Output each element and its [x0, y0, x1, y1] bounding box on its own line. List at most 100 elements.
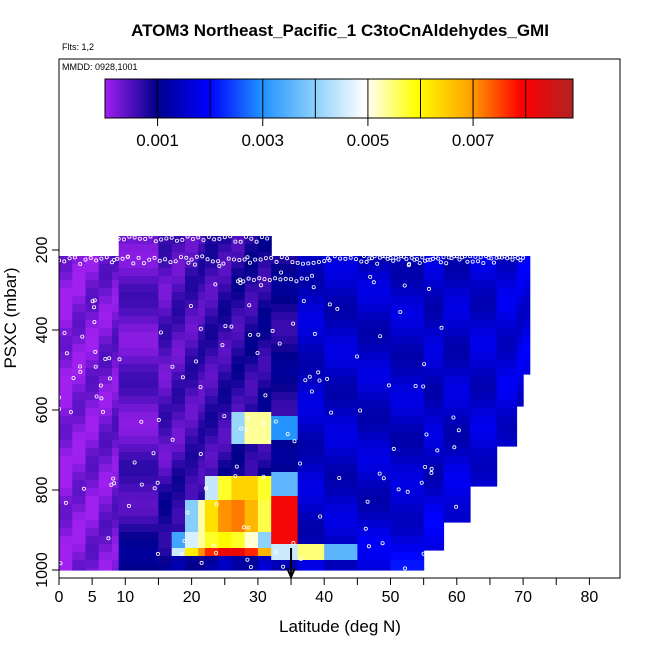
date-annotation: MMDD: 0928,1001: [62, 62, 138, 72]
flight-point: [182, 539, 187, 544]
flight-point: [367, 256, 372, 261]
flight-point: [288, 277, 293, 282]
heatmap-cell: [85, 344, 100, 353]
heatmap-cell: [158, 508, 173, 517]
heatmap-cell: [324, 280, 358, 289]
heatmap-cell: [231, 300, 246, 309]
heatmap-cell: [72, 520, 87, 529]
heatmap-cell: [271, 360, 299, 369]
heatmap-cell: [118, 476, 160, 485]
heatmap-cell: [204, 476, 219, 485]
heatmap-cell: [98, 560, 113, 569]
heatmap-cell: [231, 564, 246, 571]
flight-point: [92, 305, 97, 310]
heatmap-cell: [98, 320, 113, 329]
heatmap-cell: [516, 352, 524, 361]
heatmap-cell: [297, 328, 325, 337]
heatmap-cell: [390, 552, 425, 561]
heatmap-cell: [72, 456, 87, 465]
heatmap-cell: [112, 440, 120, 449]
heatmap-cell: [244, 404, 259, 413]
heatmap-cell: [297, 304, 325, 313]
flight-point: [223, 324, 228, 329]
heatmap-cell: [59, 392, 73, 401]
heatmap-cell: [198, 348, 206, 357]
flight-point: [325, 376, 330, 381]
heatmap-cell: [118, 324, 160, 333]
heatmap-cell: [244, 316, 259, 325]
heatmap-cell: [390, 360, 425, 369]
heatmap-cell: [118, 380, 160, 389]
heatmap-cell: [470, 344, 498, 353]
flight-point: [306, 261, 311, 266]
heatmap-cell: [324, 528, 358, 537]
heatmap-cell: [357, 320, 392, 329]
flight-point: [194, 254, 199, 259]
heatmap-cell: [244, 244, 259, 253]
heatmap-cell: [244, 340, 259, 349]
heatmap-cell: [98, 512, 113, 521]
heatmap-cell: [423, 424, 445, 433]
heatmap-cell: [112, 368, 120, 377]
heatmap-cell: [231, 436, 246, 445]
heatmap-cell: [59, 384, 73, 393]
heatmap-cell: [85, 416, 100, 425]
heatmap-cell: [257, 412, 272, 421]
heatmap-cell: [390, 456, 425, 465]
heatmap-cell: [204, 420, 219, 429]
heatmap-cell: [118, 516, 160, 525]
heatmap-cell: [297, 560, 325, 569]
flight-point: [201, 237, 206, 242]
heatmap-cells: [59, 236, 531, 571]
heatmap-cell: [271, 352, 299, 361]
flight-point: [203, 486, 208, 491]
heatmap-cell: [185, 380, 199, 389]
heatmap-cell: [271, 552, 299, 561]
heatmap-cell: [204, 316, 219, 325]
heatmap-cell: [72, 408, 87, 417]
heatmap-cell: [390, 568, 425, 571]
heatmap-cell: [218, 532, 232, 541]
flight-point: [412, 257, 417, 262]
heatmap-cell: [257, 260, 272, 269]
heatmap-cell: [443, 352, 471, 361]
heatmap-cell: [357, 264, 392, 273]
heatmap-cell: [158, 340, 173, 349]
flight-point: [253, 257, 258, 262]
flight-point: [216, 259, 221, 264]
heatmap-cell: [470, 368, 498, 377]
x-tick-label: 0: [55, 589, 64, 606]
heatmap-cell: [158, 268, 173, 277]
heatmap-cell: [423, 264, 445, 273]
heatmap-cell: [218, 300, 232, 309]
heatmap-cell: [390, 488, 425, 497]
heatmap-cell: [244, 260, 259, 269]
heatmap-cell: [244, 284, 259, 293]
flights-annotation: Flts: 1,2: [62, 42, 94, 52]
heatmap-cell: [271, 368, 299, 377]
flight-point: [248, 332, 253, 337]
heatmap-cell: [218, 508, 232, 517]
heatmap-cell: [324, 392, 358, 401]
flight-point: [494, 255, 499, 260]
flight-point: [299, 276, 304, 281]
heatmap-cell: [423, 448, 445, 457]
heatmap-cell: [218, 292, 232, 301]
heatmap-cell: [257, 316, 272, 325]
heatmap-cell: [185, 284, 199, 293]
flight-point: [139, 419, 144, 424]
heatmap-cell: [218, 524, 232, 533]
heatmap-cell: [357, 368, 392, 377]
heatmap-cell: [357, 272, 392, 281]
heatmap-cell: [257, 484, 272, 493]
flight-point: [243, 234, 248, 239]
flight-point: [83, 257, 88, 262]
flight-point: [444, 261, 449, 266]
heatmap-cell: [158, 284, 173, 293]
heatmap-cell: [85, 424, 100, 433]
flight-point: [78, 261, 83, 266]
heatmap-cell: [271, 560, 299, 569]
heatmap-cell: [118, 500, 160, 509]
heatmap-cell: [112, 352, 120, 361]
heatmap-cell: [118, 508, 160, 517]
